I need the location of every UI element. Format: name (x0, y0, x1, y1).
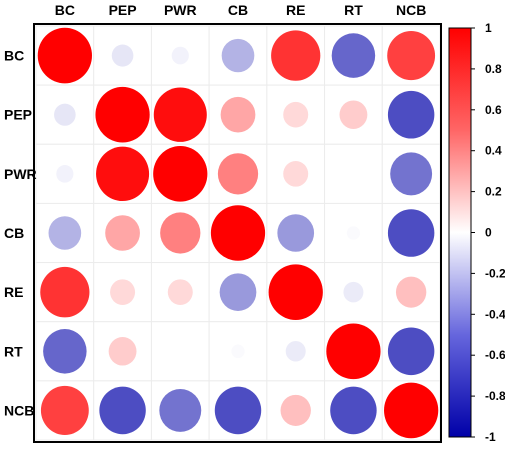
row-label-pep: PEP (4, 107, 32, 123)
corr-ellipse-pep-bc (54, 103, 76, 126)
colorbar-tick-label: 0.8 (485, 62, 502, 76)
corr-ellipse-re-pep (110, 279, 136, 305)
corr-ellipse-rt-ncb (387, 327, 435, 376)
corr-ellipse-rt-cb (231, 344, 245, 359)
corr-ellipse-rt-re (285, 341, 306, 362)
col-label-bc: BC (55, 2, 75, 18)
corr-ellipse-bc-ncb (387, 31, 436, 81)
corr-ellipse-re-cb (219, 273, 257, 311)
corr-ellipse-bc-re (271, 30, 321, 81)
corr-ellipse-bc-pep (111, 44, 134, 67)
corr-ellipse-ncb-pep (99, 386, 146, 435)
corr-ellipse-bc-cb (221, 38, 255, 73)
corr-ellipse-re-ncb (395, 276, 427, 308)
grid-cell (35, 84, 95, 145)
row-label-re: RE (4, 284, 23, 300)
corr-ellipse-pwr-cb (217, 153, 259, 195)
marks-layer (37, 27, 439, 439)
corr-ellipse-pwr-re (283, 161, 309, 187)
corr-ellipse-pep-cb (220, 96, 256, 133)
colorbar-tick-label: 0.6 (485, 103, 502, 117)
row-label-pwr: PWR (4, 166, 37, 182)
col-label-cb: CB (228, 2, 248, 18)
corr-ellipse-pwr-bc (56, 165, 74, 183)
colorbar-tick-label: -1 (485, 430, 496, 444)
corr-ellipse-ncb-re (280, 394, 311, 426)
corr-ellipse-ncb-bc (40, 385, 89, 435)
corr-ellipse-re-bc (40, 266, 90, 318)
corr-ellipse-cb-cb (210, 205, 266, 261)
corr-ellipse-re-re (268, 264, 323, 320)
corr-ellipse-pwr-pwr (153, 146, 208, 202)
corr-ellipse-pwr-pep (96, 146, 150, 202)
corr-ellipse-rt-rt (326, 323, 381, 380)
grid-cell (324, 143, 383, 204)
colorbar-tick-label: -0.8 (485, 389, 505, 403)
corr-ellipse-pep-rt (339, 100, 368, 129)
col-label-ncb: NCB (396, 2, 426, 18)
corr-ellipse-re-pwr (167, 279, 193, 305)
corr-ellipse-ncb-pwr (159, 388, 202, 432)
grid-cell (208, 321, 268, 382)
colorbar: 1 0.8 0.6 0.4 0.2 0 -0.2 -0.4 -0.6 -0.8 -1 (448, 21, 505, 444)
corr-ellipse-ncb-ncb (384, 382, 439, 439)
corr-ellipse-bc-pwr (171, 46, 189, 65)
colorbar-tick-label: 0 (485, 226, 492, 240)
corr-ellipse-cb-rt (346, 226, 361, 240)
corr-ellipse-cb-pwr (160, 212, 201, 254)
corr-ellipse-pep-pwr (153, 87, 207, 142)
row-label-ncb: NCB (4, 402, 34, 418)
row-label-rt: RT (4, 343, 23, 359)
corr-ellipse-cb-pep (105, 215, 140, 251)
colorbar-gradient (448, 27, 472, 438)
corr-ellipse-ncb-cb (214, 386, 262, 435)
corr-ellipse-cb-ncb (387, 209, 435, 257)
corr-ellipse-bc-bc (37, 27, 92, 84)
grid-cell (35, 202, 95, 264)
plot-frame (33, 23, 442, 443)
corr-ellipse-re-rt (343, 281, 364, 303)
labels-layer: BC PEP PWR CB RE RT NCB BC PEP PWR CB RE RT NCB (4, 2, 426, 418)
colorbar-tick-label: 0.2 (485, 185, 502, 199)
col-label-re: RE (286, 2, 305, 18)
corr-ellipse-pep-pep (95, 86, 150, 143)
corr-ellipse-pep-ncb (387, 90, 435, 139)
corr-ellipse-rt-pep (108, 337, 137, 366)
corr-ellipse-cb-bc (48, 216, 82, 250)
colorbar-tick-label: -0.2 (485, 266, 505, 280)
col-label-pwr: PWR (164, 2, 197, 18)
corr-ellipse-rt-bc (43, 329, 87, 374)
row-label-cb: CB (4, 225, 24, 241)
col-label-pep: PEP (109, 2, 137, 18)
colorbar-tick-label: -0.6 (485, 348, 505, 362)
corr-ellipse-pwr-ncb (390, 152, 433, 196)
colorbar-tick-label: 1 (485, 21, 492, 35)
corr-ellipse-ncb-rt (330, 386, 377, 435)
grid-cell (150, 321, 210, 382)
corr-ellipse-cb-re (277, 214, 315, 252)
row-label-bc: BC (4, 48, 24, 64)
corr-ellipse-bc-rt (331, 33, 376, 78)
colorbar-tick-label: 0.4 (485, 144, 502, 158)
col-label-rt: RT (344, 2, 363, 18)
corr-ellipse-pep-re (283, 101, 309, 128)
colorbar-tick-label: -0.4 (485, 307, 505, 321)
